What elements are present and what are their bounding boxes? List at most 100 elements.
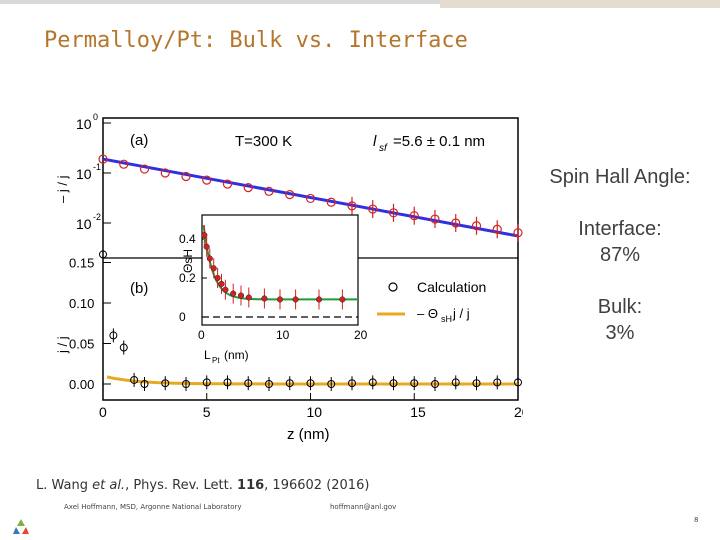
x-tick-label: 5 (203, 404, 211, 420)
interface-value: 87% (599, 244, 641, 266)
spin-hall-panel: Spin Hall Angle: Interface: 87% Bulk: 3% (520, 164, 720, 346)
inset-data-point (261, 295, 268, 302)
inset-xlabel: L (204, 348, 211, 362)
x-axis-label: z (nm) (287, 426, 330, 443)
data-point-b (202, 378, 211, 387)
y-tick-label-b: 0.15 (69, 256, 94, 271)
y-tick-label-a: 10 (76, 116, 92, 132)
panel-b-ylabel: j / j (55, 336, 70, 354)
data-point-a (264, 186, 274, 196)
inset-ytick-label: 0 (179, 310, 186, 324)
data-point-a (181, 171, 191, 182)
data-point-b (182, 380, 190, 388)
inset-data-point (218, 280, 225, 287)
inset-data-point (292, 296, 299, 303)
data-point-b (514, 378, 522, 387)
x-tick-label: 15 (410, 404, 426, 420)
data-point-b (119, 343, 128, 352)
footer-author: Axel Hoffmann, MSD, Argonne National Lab… (64, 503, 242, 511)
data-point-b (451, 378, 460, 387)
fit-line-a (102, 157, 519, 238)
inset: 0.4 0.2 00 10 20 L Pt (nm) ΘsH (179, 214, 368, 365)
panel-a-lsf: l (373, 133, 377, 150)
inset-data-point (245, 294, 252, 301)
bulk-value: 3% (605, 322, 635, 344)
inset-data-point (214, 274, 221, 282)
data-point-b (472, 379, 481, 388)
panel-a-ylabel: – j / j (55, 175, 70, 203)
interface-label: Interface: (578, 218, 662, 240)
reference: L. Wang et al., Phys. Rev. Lett. 116, 19… (36, 478, 369, 493)
inset-data-point (210, 265, 217, 272)
data-point-b (306, 379, 315, 388)
inset-data-point (203, 243, 210, 250)
data-point-a (451, 218, 461, 228)
data-point-b (410, 379, 419, 388)
legend-calc-label: Calculation (417, 279, 486, 295)
ref-rest: , 196602 (2016) (264, 478, 370, 493)
inset-data-point (276, 296, 284, 303)
data-point-b (285, 379, 294, 388)
x-tick-label: 0 (99, 404, 107, 420)
panel-b-label: (b) (130, 280, 148, 297)
data-point-a (430, 214, 440, 224)
data-point-a (305, 193, 316, 204)
data-point-a (98, 154, 108, 164)
y-tick-label-b: 0.05 (69, 337, 94, 352)
slide-title: Permalloy/Pt: Bulk vs. Interface (44, 28, 468, 53)
legend-calc-marker (388, 282, 398, 292)
data-point-b (161, 379, 170, 388)
inset-xlabel-sub: Pt (212, 356, 220, 365)
data-point-b (265, 380, 273, 388)
inset-data-point (315, 296, 323, 303)
data-point-b (389, 379, 398, 388)
data-point-a (368, 204, 378, 214)
data-point-b (368, 378, 377, 387)
inset-xtick-label: 10 (276, 328, 290, 342)
inset-data-point (206, 255, 213, 262)
panel-a-label: (a) (130, 132, 148, 149)
inset-ytick-label: 0.4 (179, 232, 196, 246)
data-point-a (160, 168, 170, 178)
data-point-b (99, 250, 107, 259)
argonne-logo-icon (13, 519, 29, 534)
y-tick-label-a: 10 (76, 166, 92, 182)
data-point-b (431, 380, 439, 388)
inset-xlabel-rest: (nm) (224, 348, 249, 362)
footer-email: hoffmann@anl.gov (330, 503, 397, 511)
bulk-label: Bulk: (597, 296, 643, 318)
page-number: 8 (694, 516, 699, 524)
x-tick-label: 10 (307, 404, 323, 420)
data-point-a (471, 221, 482, 231)
data-point-b (140, 380, 149, 388)
panel-a-temp: T=300 K (235, 133, 292, 150)
inset-data-point (339, 296, 346, 303)
inset-ylabel: ΘsH (181, 249, 195, 273)
inset-ytick-label: 0.2 (179, 271, 196, 285)
data-point-a (285, 189, 295, 200)
y-tick-exp-a: -1 (93, 162, 101, 172)
inset-data-point (230, 290, 237, 297)
top-accent (440, 0, 720, 8)
ref-authors: L. Wang (36, 478, 93, 493)
y-tick-exp-a: 0 (93, 112, 98, 122)
top-border (0, 0, 720, 4)
x-axis: 0 5 10 15 20 z (nm) (99, 393, 523, 443)
fit-curve-b (106, 375, 518, 386)
inset-xtick-label: 0 (198, 328, 205, 342)
data-point-a (347, 201, 357, 211)
y-tick-label-b: 0.10 (69, 296, 94, 311)
data-point-b (348, 379, 356, 388)
panel-a-lsf-rest: =5.6 ± 0.1 nm (393, 133, 485, 150)
panel-a-lsf-sub: sf (379, 143, 388, 154)
data-point-a (388, 208, 399, 218)
data-point-b (327, 380, 336, 388)
inset-xtick-label: 20 (354, 328, 368, 342)
data-point-b (244, 379, 253, 388)
data-point-b (223, 378, 232, 387)
y-tick-label-a: 10 (76, 216, 92, 232)
data-point-a (492, 224, 502, 234)
data-point-a (202, 175, 212, 185)
legend-fit-label: – Θ (417, 306, 438, 321)
